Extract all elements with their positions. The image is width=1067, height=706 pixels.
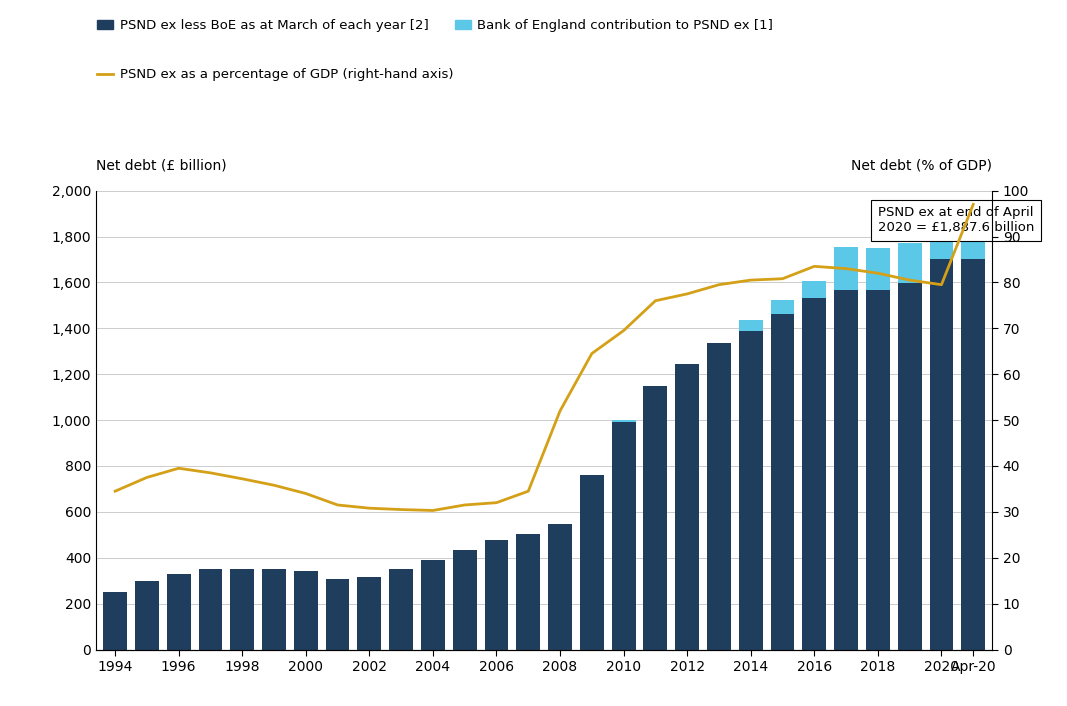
Bar xyxy=(166,574,191,650)
Bar xyxy=(230,569,254,650)
Bar xyxy=(103,592,127,650)
Bar xyxy=(421,561,445,650)
Bar xyxy=(134,581,159,650)
Text: PSND ex at end of April
2020 = £1,887.6 billion: PSND ex at end of April 2020 = £1,887.6 … xyxy=(878,206,1034,234)
Bar xyxy=(325,579,350,650)
Bar xyxy=(611,422,636,650)
Bar xyxy=(834,247,858,290)
Bar xyxy=(707,343,731,650)
Bar xyxy=(262,569,286,650)
Bar xyxy=(961,259,985,650)
Bar xyxy=(866,248,890,290)
Bar xyxy=(484,540,508,650)
Bar xyxy=(929,220,954,259)
Bar xyxy=(802,280,826,299)
Bar xyxy=(293,571,318,650)
Bar xyxy=(389,569,413,650)
Bar xyxy=(580,475,604,650)
Legend: PSND ex as a percentage of GDP (right-hand axis): PSND ex as a percentage of GDP (right-ha… xyxy=(92,63,459,87)
Bar xyxy=(834,290,858,650)
Bar xyxy=(866,290,890,650)
Bar xyxy=(929,259,954,650)
Bar xyxy=(770,313,795,650)
Legend: PSND ex less BoE as at March of each year [2], Bank of England contribution to P: PSND ex less BoE as at March of each yea… xyxy=(92,13,779,37)
Bar xyxy=(897,283,922,650)
Bar xyxy=(897,243,922,283)
Bar xyxy=(770,300,795,313)
Bar xyxy=(516,534,540,650)
Bar xyxy=(738,330,763,650)
Bar xyxy=(738,320,763,330)
Text: Net debt (% of GDP): Net debt (% of GDP) xyxy=(851,159,992,173)
Bar xyxy=(611,420,636,422)
Bar xyxy=(198,569,222,650)
Bar xyxy=(357,578,381,650)
Bar xyxy=(548,525,572,650)
Bar xyxy=(802,299,826,650)
Text: Net debt (£ billion): Net debt (£ billion) xyxy=(96,159,226,173)
Bar xyxy=(675,364,699,650)
Bar xyxy=(643,386,667,650)
Bar xyxy=(961,217,985,259)
Bar xyxy=(452,550,477,650)
